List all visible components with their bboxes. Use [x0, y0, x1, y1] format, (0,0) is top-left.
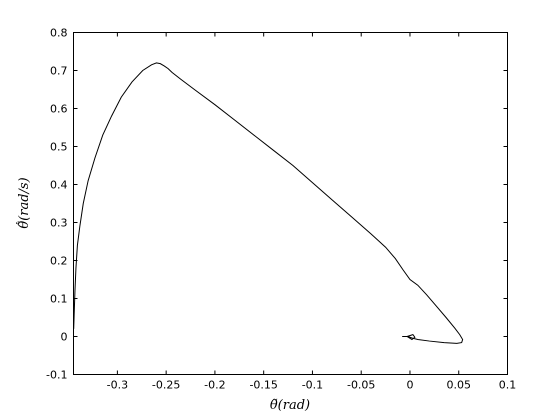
y-axis-ticks: -0.1 0 0.1 0.2 0.3 0.4 0.5 0.6 0.7 0.8 [46, 27, 508, 382]
x-tick-label: -0.25 [152, 379, 180, 392]
x-axis-ticks: -0.3 -0.25 -0.2 -0.15 -0.1 -0.05 0 0.05 0.1 [107, 32, 517, 392]
y-tick-label: 0 [61, 331, 68, 344]
x-tick-label: 0.1 [499, 379, 517, 392]
y-tick-label: 0.5 [50, 141, 68, 154]
y-tick-label: -0.1 [46, 369, 67, 382]
y-tick-label: 0.6 [50, 103, 68, 116]
x-tick-label: 0.05 [446, 379, 471, 392]
axes-box [73, 32, 508, 375]
y-tick-label: 0.1 [50, 293, 68, 306]
x-tick-label: -0.05 [347, 379, 375, 392]
y-tick-label: 0.7 [50, 65, 68, 78]
trajectory-line [73, 62, 464, 344]
y-axis-label: θ̃̇(rad/s) [15, 177, 32, 228]
x-tick-label: -0.15 [249, 379, 277, 392]
y-tick-label: 0.3 [50, 217, 68, 230]
y-tick-label: 0.2 [50, 255, 68, 268]
x-tick-label: 0 [406, 379, 413, 392]
y-tick-label: 0.4 [50, 179, 68, 192]
x-axis-label: θ̃(rad) [270, 398, 310, 413]
y-tick-label: 0.8 [50, 27, 68, 40]
x-tick-label: -0.2 [204, 379, 225, 392]
x-tick-label: -0.1 [302, 379, 323, 392]
x-tick-label: -0.3 [107, 379, 128, 392]
